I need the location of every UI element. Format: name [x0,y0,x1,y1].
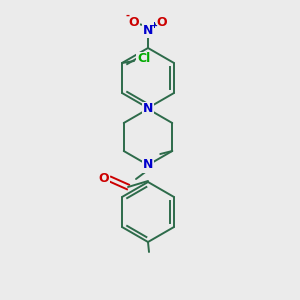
Text: -: - [126,11,130,21]
Text: O: O [129,16,139,28]
Text: +: + [151,20,158,29]
Text: N: N [143,23,153,37]
Text: O: O [99,172,109,185]
Text: N: N [143,103,153,116]
Text: N: N [143,158,153,172]
Text: O: O [157,16,167,28]
Text: Cl: Cl [137,52,151,65]
